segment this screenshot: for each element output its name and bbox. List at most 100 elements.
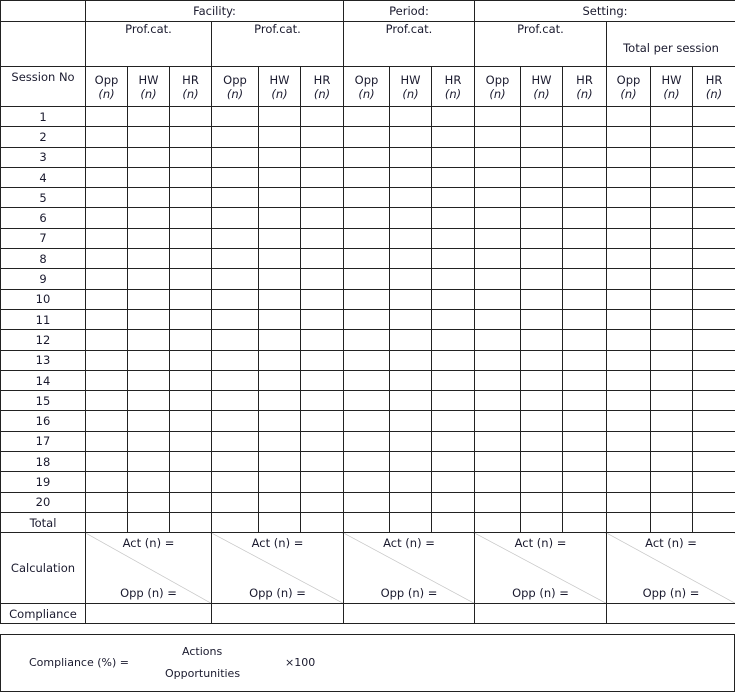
entry-cell[interactable] bbox=[520, 471, 563, 493]
entry-cell[interactable] bbox=[474, 349, 521, 371]
entry-cell[interactable] bbox=[562, 105, 607, 128]
entry-cell[interactable] bbox=[520, 187, 563, 209]
entry-cell[interactable] bbox=[389, 511, 432, 534]
entry-cell[interactable] bbox=[343, 410, 390, 432]
entry-cell[interactable] bbox=[258, 329, 301, 351]
entry-cell[interactable] bbox=[691, 227, 735, 250]
entry-cell[interactable] bbox=[520, 207, 563, 229]
entry-cell[interactable] bbox=[211, 390, 259, 412]
entry-cell[interactable] bbox=[520, 105, 563, 128]
entry-cell[interactable] bbox=[562, 207, 607, 229]
entry-cell[interactable] bbox=[300, 491, 344, 513]
entry-cell[interactable] bbox=[258, 105, 301, 128]
entry-cell[interactable] bbox=[85, 207, 128, 229]
entry-cell[interactable] bbox=[343, 288, 390, 310]
entry-cell[interactable] bbox=[211, 471, 259, 493]
calculation-cell[interactable]: Act (n) = Opp (n) = bbox=[605, 532, 735, 605]
entry-cell[interactable] bbox=[300, 451, 344, 473]
entry-cell[interactable] bbox=[169, 451, 212, 473]
entry-cell[interactable] bbox=[389, 410, 432, 432]
entry-cell[interactable] bbox=[520, 451, 563, 473]
entry-cell[interactable] bbox=[343, 329, 390, 351]
entry-cell[interactable] bbox=[300, 329, 344, 351]
entry-cell[interactable] bbox=[691, 511, 735, 534]
entry-cell[interactable] bbox=[85, 187, 128, 209]
entry-cell[interactable] bbox=[562, 471, 607, 493]
entry-cell[interactable] bbox=[211, 511, 259, 534]
entry-cell[interactable] bbox=[691, 471, 735, 493]
entry-cell[interactable] bbox=[389, 390, 432, 412]
entry-cell[interactable] bbox=[474, 248, 521, 270]
entry-cell[interactable] bbox=[85, 126, 128, 148]
entry-cell[interactable] bbox=[562, 349, 607, 371]
entry-cell[interactable] bbox=[300, 308, 344, 331]
entry-cell[interactable] bbox=[562, 146, 607, 168]
entry-cell[interactable] bbox=[211, 410, 259, 432]
compliance-cell[interactable] bbox=[474, 603, 607, 625]
entry-cell[interactable] bbox=[300, 349, 344, 371]
entry-cell[interactable] bbox=[562, 187, 607, 209]
entry-cell[interactable] bbox=[300, 207, 344, 229]
entry-cell[interactable] bbox=[169, 369, 212, 392]
entry-cell[interactable] bbox=[258, 430, 301, 453]
entry-cell[interactable] bbox=[127, 187, 170, 209]
entry-cell[interactable] bbox=[431, 105, 475, 128]
entry-cell[interactable] bbox=[85, 349, 128, 371]
entry-cell[interactable] bbox=[691, 166, 735, 189]
entry-cell[interactable] bbox=[85, 308, 128, 331]
entry-cell[interactable] bbox=[520, 349, 563, 371]
entry-cell[interactable] bbox=[562, 248, 607, 270]
entry-cell[interactable] bbox=[258, 187, 301, 209]
entry-cell[interactable] bbox=[258, 248, 301, 270]
entry-cell[interactable] bbox=[211, 288, 259, 310]
entry-cell[interactable] bbox=[650, 308, 693, 331]
entry-cell[interactable] bbox=[431, 369, 475, 392]
entry-cell[interactable] bbox=[650, 349, 693, 371]
entry-cell[interactable] bbox=[343, 105, 390, 128]
entry-cell[interactable] bbox=[431, 207, 475, 229]
entry-cell[interactable] bbox=[431, 187, 475, 209]
entry-cell[interactable] bbox=[85, 288, 128, 310]
entry-cell[interactable] bbox=[169, 227, 212, 250]
entry-cell[interactable] bbox=[169, 329, 212, 351]
entry-cell[interactable] bbox=[343, 511, 390, 534]
entry-cell[interactable] bbox=[127, 511, 170, 534]
entry-cell[interactable] bbox=[606, 451, 651, 473]
entry-cell[interactable] bbox=[258, 390, 301, 412]
entry-cell[interactable] bbox=[389, 451, 432, 473]
entry-cell[interactable] bbox=[211, 187, 259, 209]
entry-cell[interactable] bbox=[431, 430, 475, 453]
entry-cell[interactable] bbox=[127, 227, 170, 250]
calculation-cell[interactable]: Act (n) = Opp (n) = bbox=[85, 532, 212, 605]
entry-cell[interactable] bbox=[258, 166, 301, 189]
entry-cell[interactable] bbox=[211, 329, 259, 351]
entry-cell[interactable] bbox=[343, 146, 390, 168]
entry-cell[interactable] bbox=[520, 288, 563, 310]
entry-cell[interactable] bbox=[211, 166, 259, 189]
entry-cell[interactable] bbox=[650, 451, 693, 473]
entry-cell[interactable] bbox=[650, 166, 693, 189]
entry-cell[interactable] bbox=[169, 349, 212, 371]
entry-cell[interactable] bbox=[606, 166, 651, 189]
entry-cell[interactable] bbox=[474, 308, 521, 331]
entry-cell[interactable] bbox=[300, 390, 344, 412]
entry-cell[interactable] bbox=[606, 248, 651, 270]
entry-cell[interactable] bbox=[127, 349, 170, 371]
entry-cell[interactable] bbox=[606, 288, 651, 310]
entry-cell[interactable] bbox=[127, 451, 170, 473]
entry-cell[interactable] bbox=[389, 248, 432, 270]
entry-cell[interactable] bbox=[127, 329, 170, 351]
entry-cell[interactable] bbox=[431, 146, 475, 168]
entry-cell[interactable] bbox=[343, 166, 390, 189]
entry-cell[interactable] bbox=[169, 410, 212, 432]
entry-cell[interactable] bbox=[650, 187, 693, 209]
entry-cell[interactable] bbox=[127, 105, 170, 128]
entry-cell[interactable] bbox=[211, 369, 259, 392]
entry-cell[interactable] bbox=[606, 105, 651, 128]
entry-cell[interactable] bbox=[127, 126, 170, 148]
entry-cell[interactable] bbox=[85, 491, 128, 513]
entry-cell[interactable] bbox=[211, 146, 259, 168]
calculation-cell[interactable]: Act (n) = Opp (n) = bbox=[211, 532, 344, 605]
entry-cell[interactable] bbox=[127, 308, 170, 331]
entry-cell[interactable] bbox=[474, 369, 521, 392]
